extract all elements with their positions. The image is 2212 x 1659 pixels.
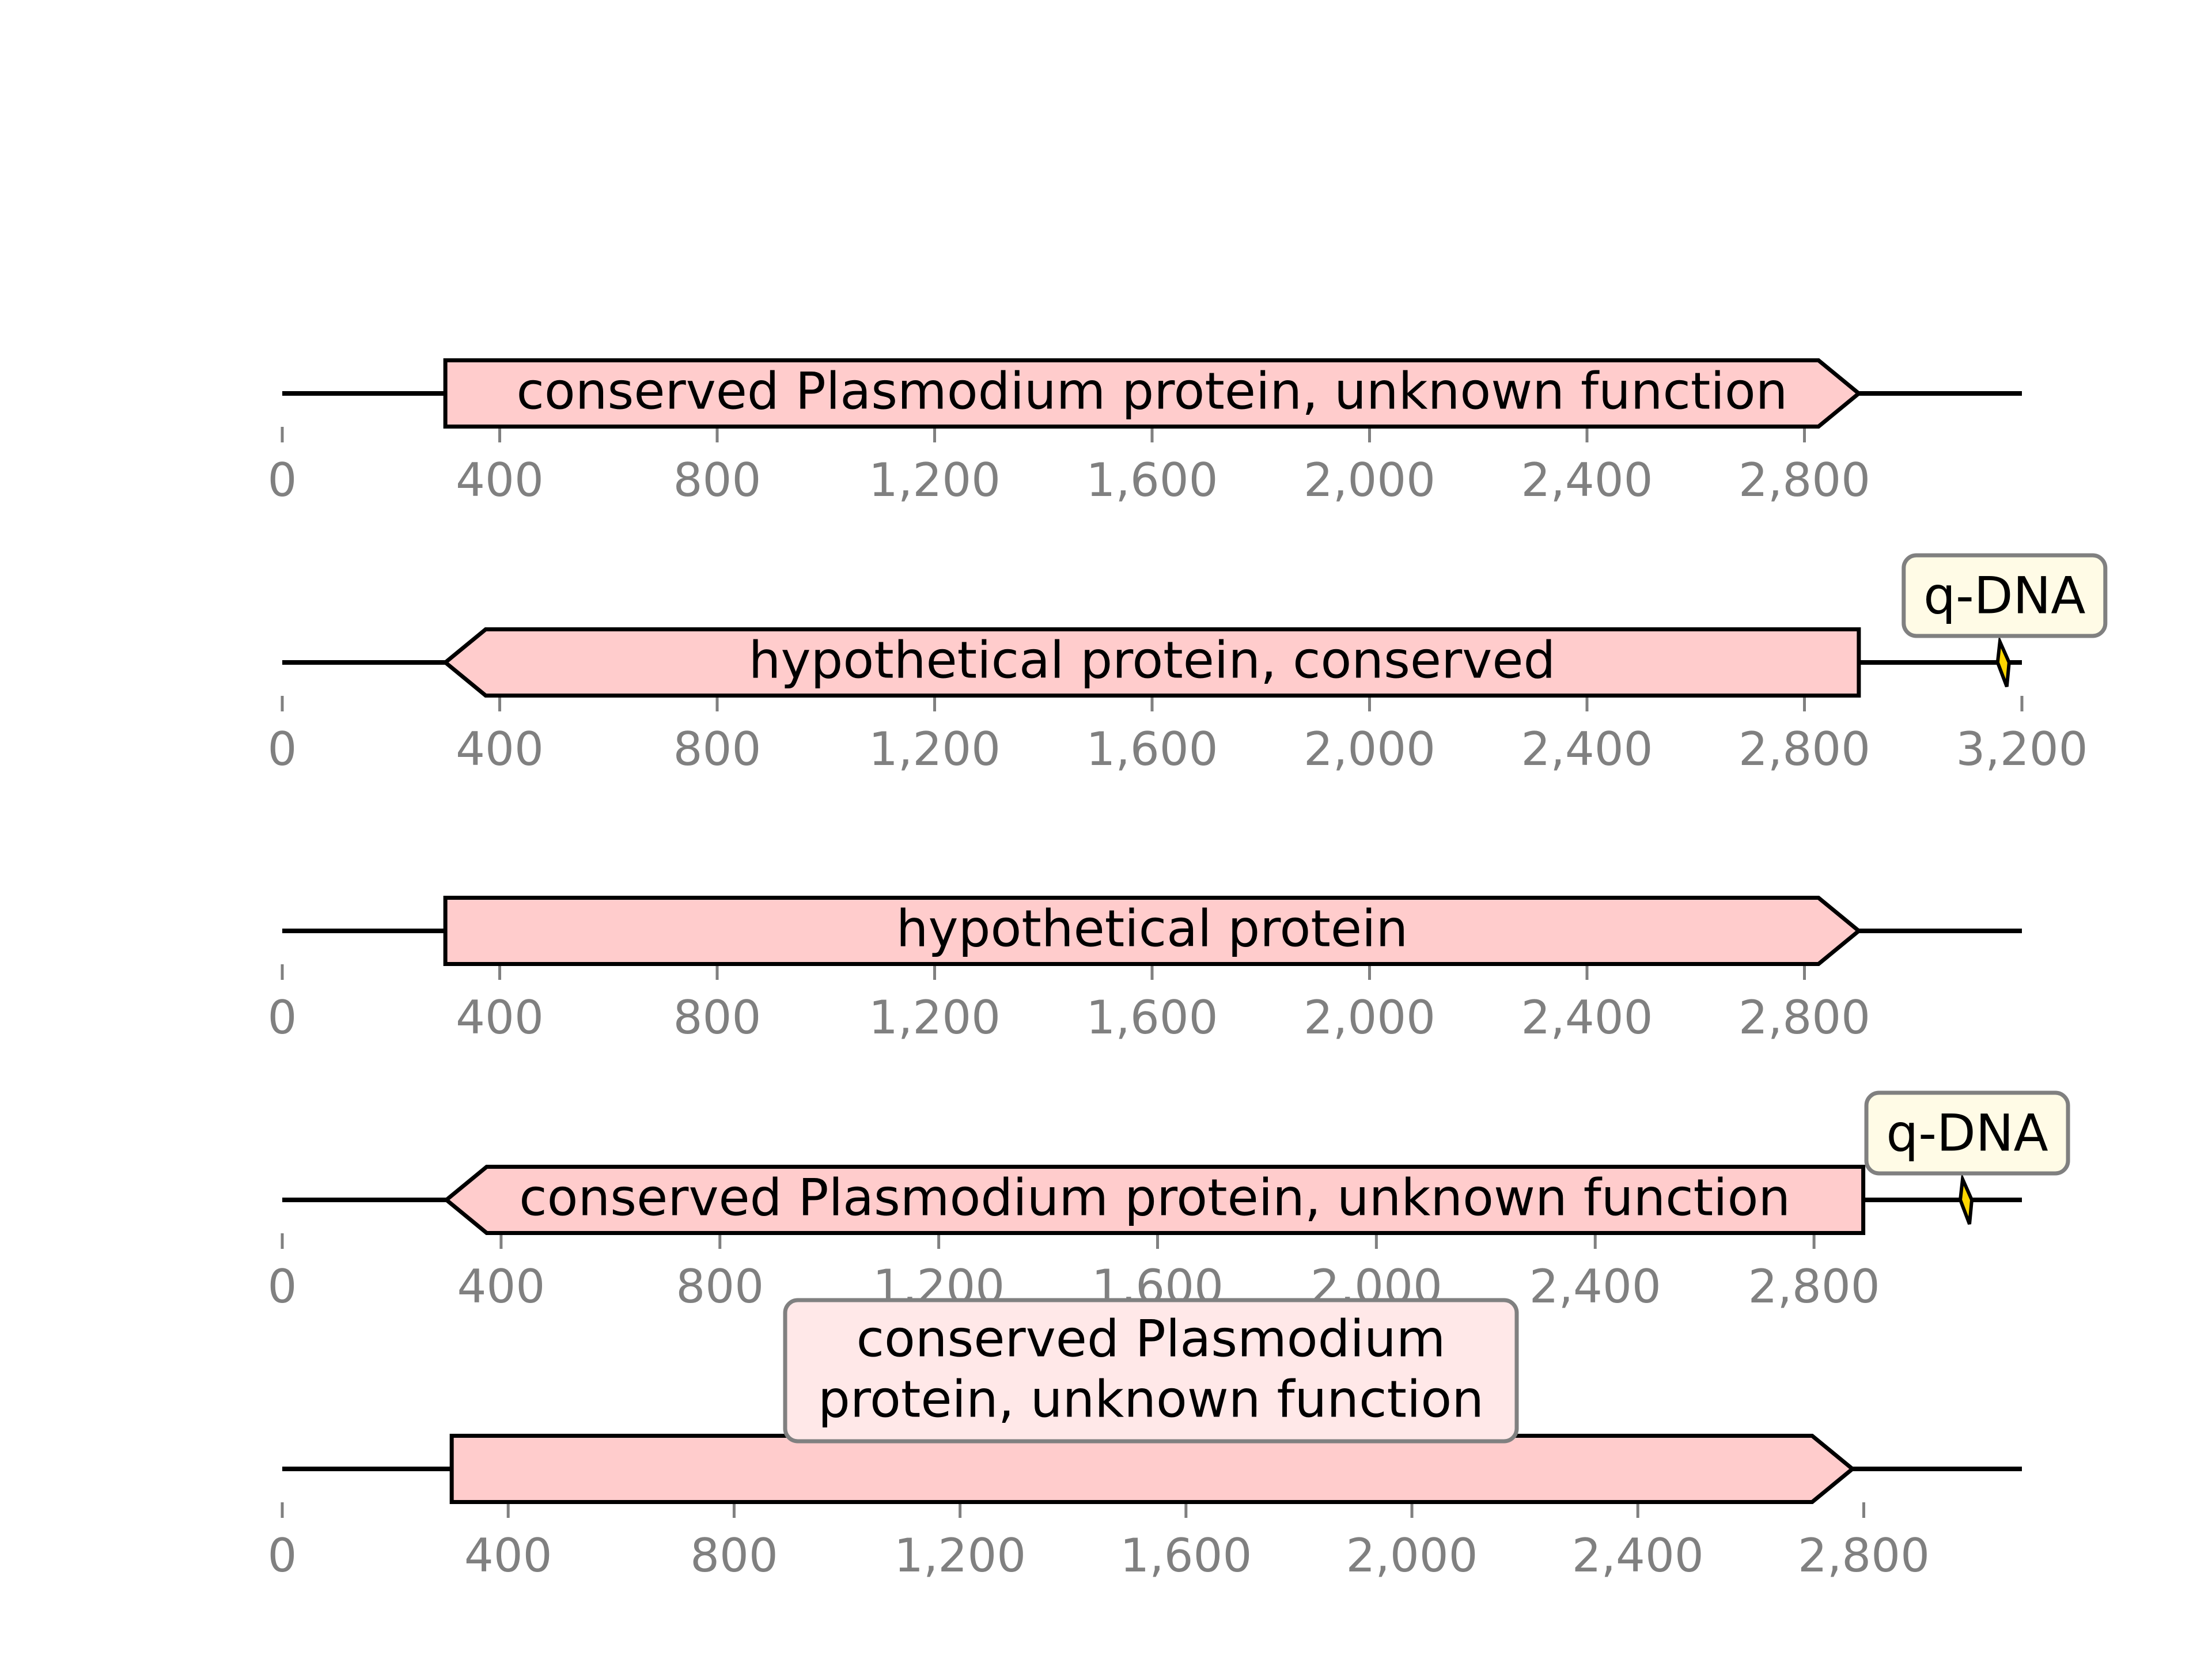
axis-tick-label: 400 xyxy=(456,722,544,776)
axis-tick-label: 2,800 xyxy=(1748,1260,1880,1313)
site-label: q-DNA xyxy=(1886,1104,2048,1163)
axis-tick-label: 2,400 xyxy=(1521,453,1653,507)
site-marker xyxy=(1958,1172,1974,1225)
axis-tick-label: 1,600 xyxy=(1086,722,1218,776)
axis-tick-label: 1,200 xyxy=(869,453,1001,507)
axis-tick-label: 2,000 xyxy=(1304,722,1435,776)
axis-tick-label: 3,200 xyxy=(1956,722,2088,776)
gene-feature-arrow xyxy=(449,1434,1856,1504)
axis-tick-label: 2,000 xyxy=(1304,991,1435,1044)
gene-feature-arrow xyxy=(442,627,1861,698)
axis-tick-label: 2,400 xyxy=(1572,1529,1704,1582)
feature-label-line: protein, unknown function xyxy=(818,1370,1484,1429)
track-2: 0 400 800 1,200 1,600 2,000 2,400 2,800 3,200 hyp… xyxy=(268,553,2108,776)
axis-tick-label: 800 xyxy=(673,453,762,507)
track-3: 0 400 800 1,200 1,600 2,000 2,400 2,800 hypothet… xyxy=(268,896,2022,1044)
axis-tick-label: 1,200 xyxy=(869,991,1001,1044)
axis-tick-label: 400 xyxy=(456,453,544,507)
axis-tick-label: 800 xyxy=(690,1529,778,1582)
axis-tick-label: 0 xyxy=(268,991,297,1044)
axis-tick-label: 800 xyxy=(673,991,762,1044)
site-label: q-DNA xyxy=(1923,566,2085,626)
axis-tick-label: 400 xyxy=(456,991,544,1044)
feature-label-line: conserved Plasmodium xyxy=(857,1309,1446,1369)
axis-tick-label: 800 xyxy=(673,722,762,776)
axis-tick-label: 0 xyxy=(268,453,297,507)
axis-tick-label: 1,600 xyxy=(1086,991,1218,1044)
axis-tick-label: 2,400 xyxy=(1521,991,1653,1044)
axis-tick-label: 2,000 xyxy=(1346,1529,1478,1582)
track-1: 0 400 800 1,200 1,600 2,000 2,400 2,800 conserve… xyxy=(268,358,2022,507)
axis-tick-label: 2,800 xyxy=(1738,991,1870,1044)
gene-feature-arrow xyxy=(443,1165,1866,1235)
site-label-box xyxy=(1864,1090,2070,1176)
axis-tick-label: 400 xyxy=(457,1260,546,1313)
feature-label-box xyxy=(783,1298,1519,1444)
axis-tick-label: 1,600 xyxy=(1086,453,1218,507)
gene-feature-arrow xyxy=(443,896,1862,966)
gene-feature-label: hypothetical protein xyxy=(896,899,1408,959)
axis-tick-label: 0 xyxy=(268,722,297,776)
axis-tick-label: 2,800 xyxy=(1738,453,1870,507)
gene-feature-label: conserved Plasmodium protein, unknown fu… xyxy=(517,362,1788,421)
track-4: 0 400 800 1,200 1,600 2,000 2,400 2,800conserve… xyxy=(268,1090,2070,1313)
axis-tick-label: 2,400 xyxy=(1529,1260,1661,1313)
gene-feature-arrow xyxy=(443,358,1862,429)
axis-tick-label: 2,800 xyxy=(1798,1529,1930,1582)
axis-tick-label: 1,200 xyxy=(894,1529,1026,1582)
axis-tick-label: 800 xyxy=(676,1260,764,1313)
gene-feature-label: hypothetical protein, conserved xyxy=(749,631,1556,690)
site-label-box xyxy=(1902,553,2108,638)
axis-tick-label: 1,200 xyxy=(869,722,1001,776)
axis-tick-label: 2,800 xyxy=(1738,722,1870,776)
axis-tick-label: 0 xyxy=(268,1260,297,1313)
axis-tick-label: 2,400 xyxy=(1521,722,1653,776)
axis-tick-label: 0 xyxy=(268,1529,297,1582)
site-marker xyxy=(1995,635,2011,688)
track-5: 0 400 800 1,200 1,600 2,000 2,400 2,800 conserve… xyxy=(268,1298,2022,1582)
axis-tick-label: 1,600 xyxy=(1120,1529,1252,1582)
axis-tick-label: 400 xyxy=(464,1529,552,1582)
gene-feature-label: conserved Plasmodium protein, unknown fu… xyxy=(519,1168,1790,1228)
axis-tick-label: 2,000 xyxy=(1304,453,1435,507)
